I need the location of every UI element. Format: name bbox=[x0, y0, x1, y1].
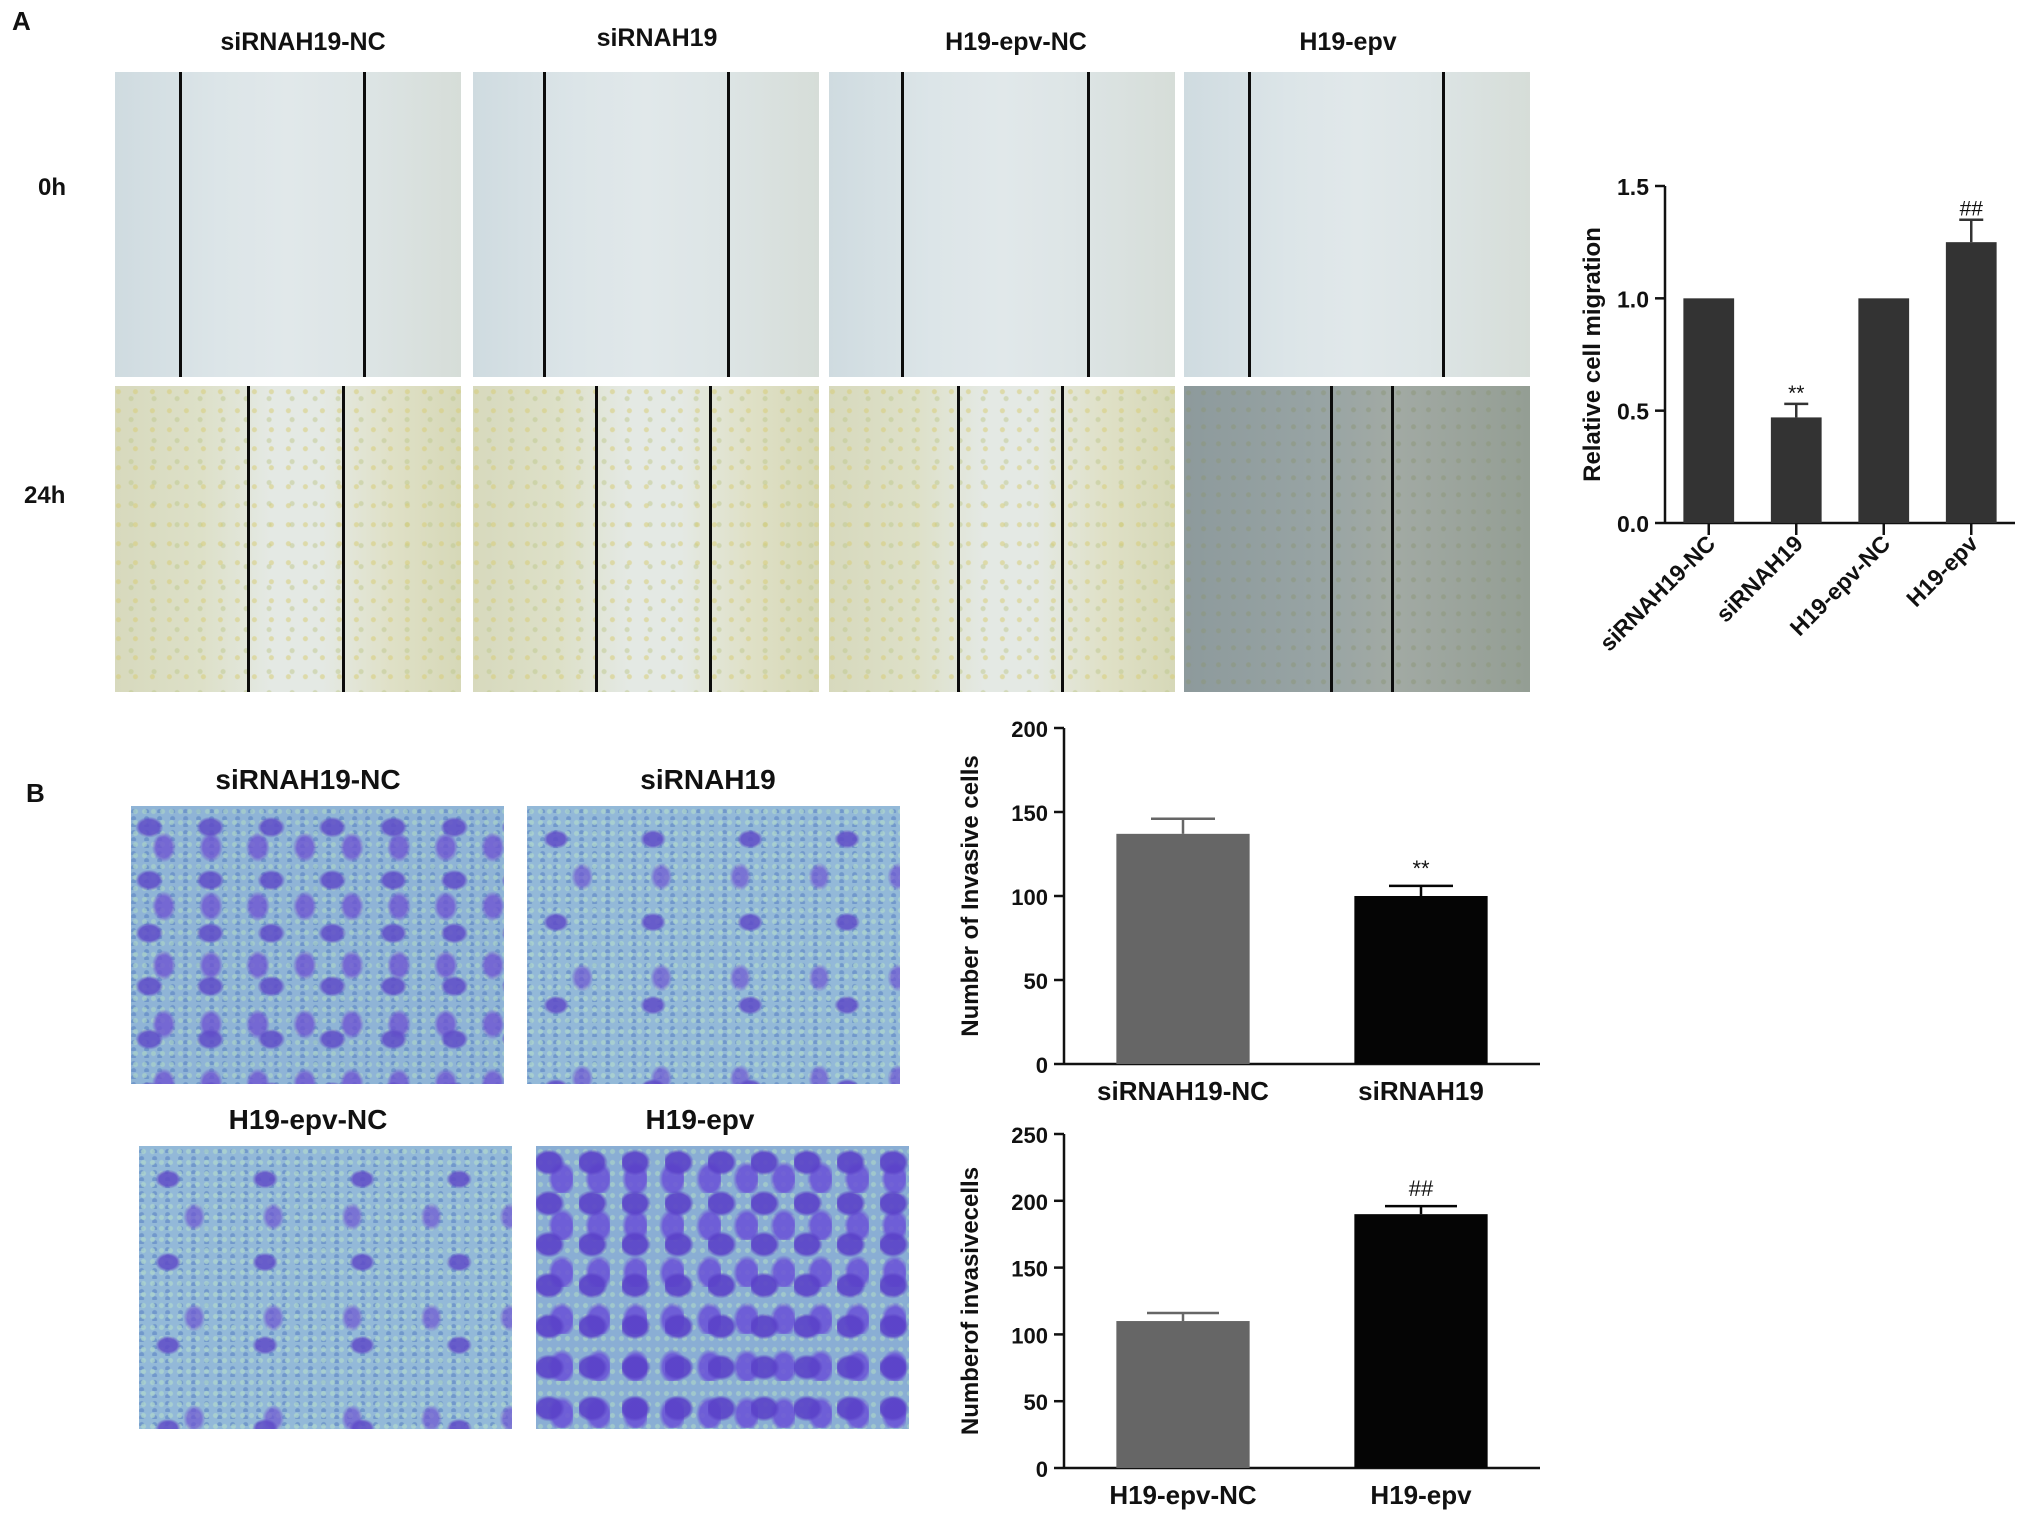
row-label-24h: 24h bbox=[24, 482, 66, 509]
y-tick-label: 1.5 bbox=[1617, 174, 1649, 200]
y-axis-label: Relative cell migration bbox=[1579, 227, 1606, 482]
b-label-sirnah19-nc: siRNAH19-NC bbox=[215, 764, 401, 795]
scratch-edge-line bbox=[342, 386, 345, 692]
y-tick-label: 200 bbox=[1011, 1190, 1048, 1215]
wound-image-24h-h19-epv-nc bbox=[829, 386, 1175, 692]
y-tick-label: 1.0 bbox=[1617, 286, 1649, 312]
bar-h19-epv bbox=[1945, 242, 1997, 523]
scratch-edge-line bbox=[1061, 386, 1064, 692]
scratch-edge-line bbox=[727, 72, 730, 377]
bar-sirnah19 bbox=[1354, 896, 1488, 1064]
y-tick-label: 250 bbox=[1011, 1123, 1048, 1148]
transwell-image-h19-epv-nc bbox=[139, 1146, 512, 1429]
y-tick-label: 150 bbox=[1011, 1257, 1048, 1282]
b-label-h19-epv-nc: H19-epv-NC bbox=[228, 1104, 388, 1135]
scratch-edge-line bbox=[1248, 72, 1251, 377]
wound-image-24h-h19-epv bbox=[1184, 386, 1530, 692]
transwell-image-sirnah19-nc bbox=[131, 806, 504, 1084]
scratch-edge-line bbox=[363, 72, 366, 377]
invasive-cells-h19-epv-chart: 0 50 100 150 200 250 Numberof invasivecells H19… bbox=[957, 1123, 1540, 1510]
scratch-edge-line bbox=[901, 72, 904, 377]
scratch-edge-line bbox=[543, 72, 546, 377]
scratch-edge-line bbox=[179, 72, 182, 377]
y-tick-label: 100 bbox=[1011, 1323, 1048, 1348]
significance-marker: ** bbox=[1412, 856, 1430, 881]
scratch-edge-line bbox=[709, 386, 712, 692]
y-tick-label: 50 bbox=[1024, 1390, 1048, 1415]
wound-image-0h-h19-epv bbox=[1184, 72, 1530, 377]
x-tick-label: siRNAH19-NC bbox=[1594, 530, 1720, 656]
y-axis-label: Numberof invasivecells bbox=[957, 1167, 984, 1435]
relative-cell-migration-chart: 0.0 0.5 1.0 1.5 Relative cell migration siRNA… bbox=[1579, 174, 2015, 656]
row-label-0h: 0h bbox=[38, 174, 67, 201]
wound-image-0h-sirnah19-nc bbox=[115, 72, 461, 377]
scratch-edge-line bbox=[1391, 386, 1394, 692]
bar-sirnah19 bbox=[1770, 417, 1822, 523]
scratch-edge-line bbox=[595, 386, 598, 692]
y-axis-label: Number of Invasive cells bbox=[957, 755, 984, 1036]
transwell-image-sirnah19 bbox=[527, 806, 900, 1084]
x-tick-label: H19-epv bbox=[1901, 530, 1983, 612]
y-tick-label: 50 bbox=[1024, 969, 1048, 994]
b-label-h19-epv: H19-epv bbox=[645, 1104, 755, 1135]
y-tick-label: 0 bbox=[1036, 1457, 1048, 1482]
y-tick-label: 200 bbox=[1011, 717, 1048, 742]
y-tick-label: 0.0 bbox=[1617, 511, 1649, 537]
bar-sirnah19-nc bbox=[1116, 833, 1250, 1064]
panel-b-letter: B bbox=[26, 778, 45, 808]
b-label-sirnah19: siRNAH19 bbox=[640, 764, 776, 795]
col-label-sirnah19: siRNAH19 bbox=[596, 24, 718, 52]
wound-image-0h-h19-epv-nc bbox=[829, 72, 1175, 377]
y-tick-label: 100 bbox=[1011, 885, 1048, 910]
x-tick-label: siRNAH19-NC bbox=[1097, 1076, 1269, 1106]
x-tick-label: H19-epv-NC bbox=[1109, 1480, 1257, 1510]
bar-h19-epv-nc bbox=[1858, 298, 1910, 523]
scratch-edge-line bbox=[957, 386, 960, 692]
bar-sirnah19-nc bbox=[1683, 298, 1735, 523]
bar-h19-epv-nc bbox=[1116, 1321, 1250, 1468]
significance-marker: ## bbox=[1960, 198, 1984, 221]
significance-marker: ** bbox=[1788, 382, 1804, 405]
transwell-image-h19-epv bbox=[536, 1146, 909, 1429]
col-label-h19-epv: H19-epv bbox=[1299, 28, 1397, 56]
panel-a-letter: A bbox=[12, 6, 31, 36]
scratch-edge-line bbox=[247, 386, 250, 692]
y-tick-label: 150 bbox=[1011, 801, 1048, 826]
x-tick-label: H19-epv bbox=[1370, 1480, 1472, 1510]
invasive-cells-sirnah19-chart: 0 50 100 150 200 Number of Invasive cells siRN… bbox=[957, 717, 1540, 1106]
scratch-edge-line bbox=[1442, 72, 1445, 377]
wound-image-0h-sirnah19 bbox=[473, 72, 819, 377]
col-label-sirnah19-nc: siRNAH19-NC bbox=[220, 28, 386, 56]
wound-image-24h-sirnah19 bbox=[473, 386, 819, 692]
col-label-h19-epv-nc: H19-epv-NC bbox=[945, 28, 1087, 56]
wound-image-24h-sirnah19-nc bbox=[115, 386, 461, 692]
significance-marker: ## bbox=[1409, 1176, 1434, 1201]
scratch-edge-line bbox=[1087, 72, 1090, 377]
y-tick-label: 0 bbox=[1036, 1053, 1048, 1078]
scratch-edge-line bbox=[1330, 386, 1333, 692]
bar-h19-epv bbox=[1354, 1214, 1488, 1468]
y-tick-label: 0.5 bbox=[1617, 399, 1649, 425]
x-tick-label: siRNAH19 bbox=[1358, 1076, 1484, 1106]
